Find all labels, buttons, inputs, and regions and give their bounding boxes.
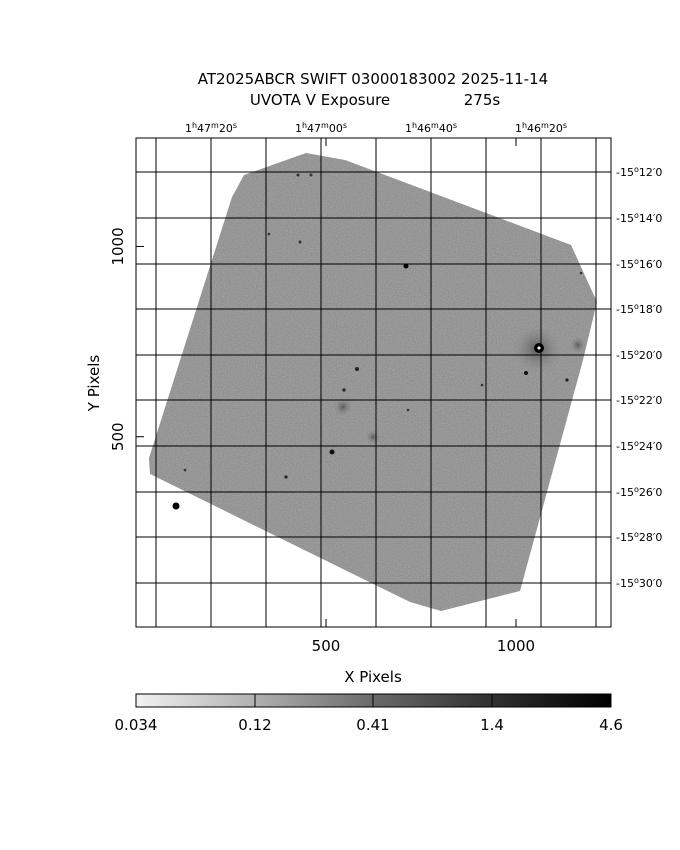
sky-image [149, 153, 597, 611]
star-core [537, 346, 541, 350]
star [267, 232, 271, 236]
dec-tick-label: -15o18′0 [616, 302, 662, 316]
star [579, 271, 583, 275]
star [342, 388, 346, 392]
dec-axis-ticks: -15o12′0 -15o14′0 -15o16′0 -15o18′0 -15o20′0… [616, 165, 662, 590]
star [298, 240, 302, 244]
dec-tick-label: -15o16′0 [616, 257, 662, 271]
ra-tick-label: 1h47m00s [295, 121, 347, 135]
star [183, 468, 187, 472]
colorbar-ticks: 0.034 0.12 0.41 1.4 4.6 [115, 694, 623, 734]
dec-tick-label: -15o14′0 [616, 211, 662, 225]
dec-tick-label: -15o26′0 [616, 485, 662, 499]
star [403, 263, 409, 269]
figure-title-line1: AT2025ABCR SWIFT 03000183002 2025-11-14 [198, 70, 548, 88]
x-tick-label: 500 [312, 637, 341, 655]
ra-tick-label: 1h47m20s [185, 121, 237, 135]
star [406, 408, 410, 412]
star [296, 173, 300, 177]
ra-tick-label: 1h46m40s [405, 121, 457, 135]
figure-title-exposure-time: 275s [464, 91, 501, 109]
star [309, 173, 313, 177]
dec-tick-label: -15o24′0 [616, 439, 662, 453]
colorbar-tick-label: 4.6 [599, 716, 623, 734]
star [524, 371, 528, 375]
ra-tick-label: 1h46m20s [515, 121, 567, 135]
diffuse-glow [366, 430, 380, 444]
exposure-field [149, 153, 597, 611]
x-axis-title: X Pixels [344, 668, 402, 686]
colorbar-tick-label: 0.12 [238, 716, 271, 734]
y-tick-label: 500 [109, 422, 127, 451]
star [172, 502, 180, 510]
dec-tick-label: -15o28′0 [616, 530, 662, 544]
coordinate-grid [136, 138, 611, 627]
y-axis-title: Y Pixels [85, 355, 103, 413]
colorbar-tick-label: 1.4 [480, 716, 504, 734]
x-axis-ticks: 500 1000 [312, 138, 535, 655]
dec-tick-label: -15o22′0 [616, 393, 662, 407]
y-axis-ticks: 500 1000 [109, 227, 144, 451]
plot-frame [135, 137, 612, 628]
y-tick-label: 1000 [109, 227, 127, 265]
dec-tick-label: -15o12′0 [616, 165, 662, 179]
x-tick-label: 1000 [497, 637, 535, 655]
star [284, 475, 288, 479]
star [355, 367, 359, 371]
dec-tick-label: -15o30′0 [616, 576, 662, 590]
ra-axis-ticks: 1h47m20s 1h47m00s 1h46m40s 1h46m20s [185, 121, 567, 135]
figure-title-exposure-label: UVOTA V Exposure [250, 91, 390, 109]
dec-tick-label: -15o20′0 [616, 348, 662, 362]
star [565, 378, 569, 382]
diffuse-glow [570, 337, 586, 353]
colorbar-tick-label: 0.41 [356, 716, 389, 734]
colorbar-tick-label: 0.034 [115, 716, 158, 734]
diffuse-glow [334, 398, 352, 416]
star [329, 449, 335, 455]
star [480, 383, 484, 387]
